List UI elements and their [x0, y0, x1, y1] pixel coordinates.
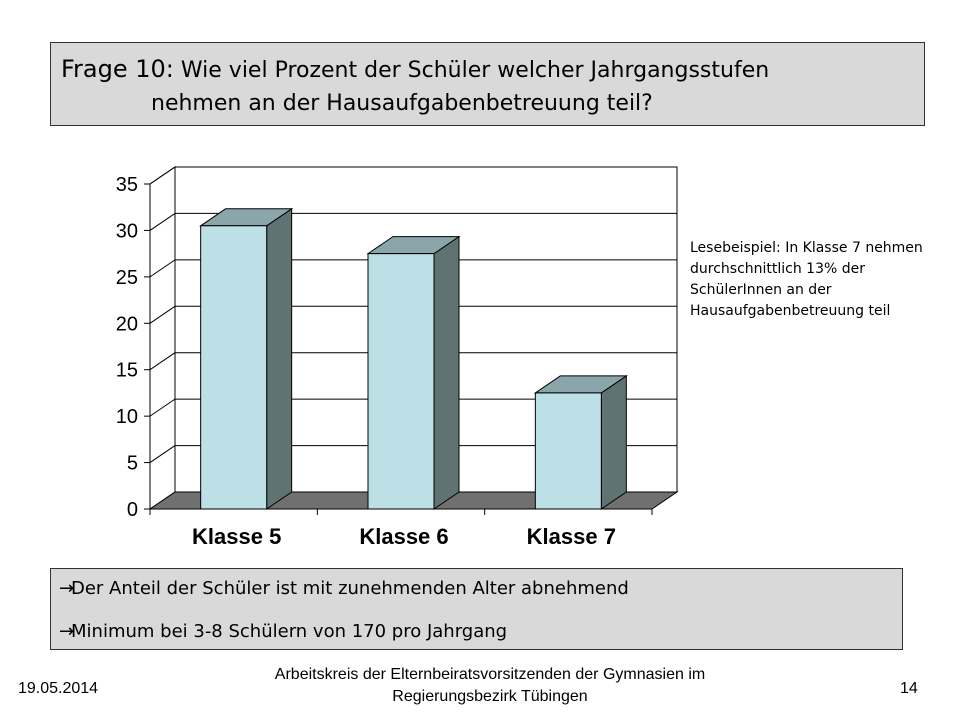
x-tick-label: Klasse 6 — [359, 524, 448, 549]
summary-box: → Der Anteil der Schüler ist mit zunehme… — [50, 568, 903, 650]
footer-organization: Arbeitskreis der Elternbeiratsvorsitzend… — [274, 666, 706, 705]
y-tick-label: 5 — [127, 453, 138, 475]
gridline — [149, 166, 176, 185]
y-tick-label: 20 — [116, 313, 138, 335]
gridline — [149, 305, 176, 324]
y-tick-label: 15 — [116, 360, 138, 382]
question-text-2: nehmen an der Hausaufgabenbetreuung teil… — [151, 91, 653, 116]
y-tick-label: 30 — [116, 220, 138, 242]
y-tick-label: 10 — [116, 406, 138, 428]
arrow-right-icon: → — [59, 621, 75, 642]
bar — [367, 253, 435, 510]
chart-side-wall — [149, 166, 176, 510]
bar-side — [433, 235, 460, 510]
gridline — [149, 259, 176, 278]
gridline — [149, 352, 176, 371]
y-tick-label: 35 — [116, 174, 138, 196]
gridline — [149, 445, 176, 463]
bar — [200, 225, 268, 510]
summary-text: Minimum bei 3-8 Schülern von 170 pro Jah… — [71, 621, 508, 642]
bar — [534, 392, 602, 510]
reading-example-note: Lesebeispiel: In Klasse 7 nehmen durchsc… — [690, 240, 923, 319]
y-tick-label: 25 — [116, 267, 138, 289]
question-number: Frage 10: — [61, 55, 174, 83]
x-tick-label: Klasse 7 — [527, 524, 616, 549]
summary-text: Der Anteil der Schüler ist mit zunehmend… — [71, 578, 629, 599]
footer-date: 19.05.2014 — [18, 680, 99, 697]
question-text-1: Wie viel Prozent der Schüler welcher Jah… — [180, 58, 770, 83]
bar-side — [266, 207, 293, 510]
title-box: Frage 10: Wie viel Prozent der Schüler w… — [50, 42, 925, 126]
page-number: 14 — [900, 680, 918, 697]
y-tick-label: 0 — [127, 499, 138, 521]
title-line-1: Frage 10: Wie viel Prozent der Schüler w… — [61, 55, 769, 83]
gridline — [149, 213, 176, 231]
arrow-right-icon: → — [59, 578, 75, 599]
bar-side — [600, 374, 627, 510]
gridline — [149, 398, 176, 417]
x-tick-label: Klasse 5 — [192, 524, 281, 549]
